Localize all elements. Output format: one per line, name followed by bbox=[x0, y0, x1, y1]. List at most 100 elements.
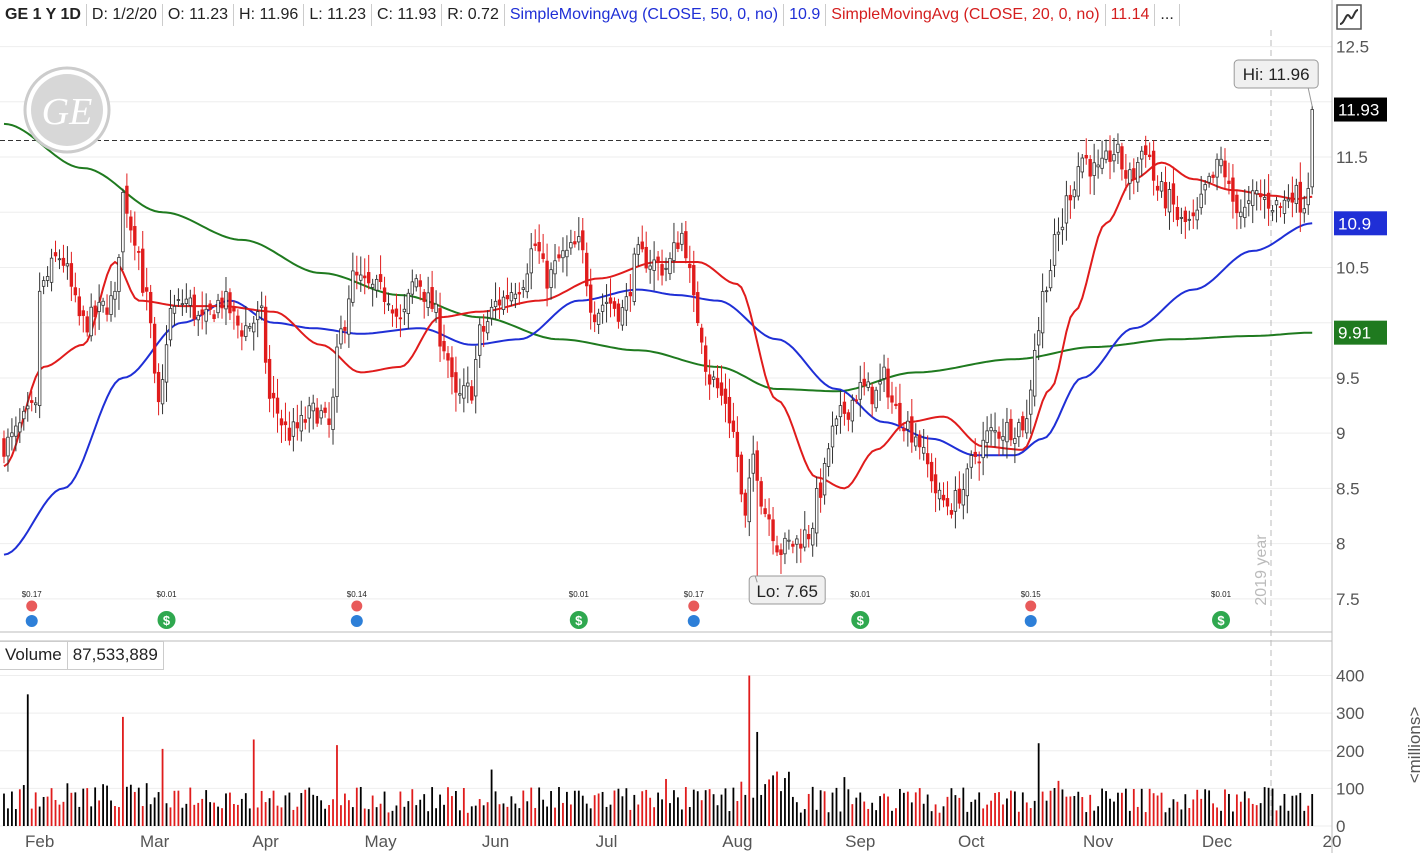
volume-bar bbox=[609, 804, 612, 826]
volume-bar bbox=[355, 787, 358, 826]
chart-header: GE 1 Y 1D D: 1/2/20 O: 11.23 H: 11.96 L:… bbox=[0, 0, 1335, 30]
volume-bar bbox=[926, 794, 929, 826]
candle-body bbox=[929, 461, 934, 482]
dividend-icon bbox=[569, 611, 588, 629]
candle-body bbox=[1136, 162, 1140, 183]
candle-body bbox=[1036, 330, 1041, 346]
candle-body bbox=[485, 321, 490, 334]
volume-bar bbox=[486, 802, 489, 826]
candle-body bbox=[263, 306, 268, 363]
candle-body bbox=[501, 296, 506, 310]
volume-bar bbox=[276, 805, 279, 826]
volume-bar bbox=[240, 798, 243, 826]
candle-body bbox=[26, 405, 30, 410]
volume-bar bbox=[1081, 797, 1084, 826]
volume-bar bbox=[879, 796, 881, 826]
candle-body bbox=[303, 419, 307, 423]
candle-body bbox=[188, 297, 192, 306]
candle-body bbox=[65, 263, 70, 267]
volume-bar bbox=[141, 806, 144, 826]
candle-body bbox=[1033, 349, 1037, 397]
volume-bar bbox=[399, 791, 402, 826]
volume-bar bbox=[871, 802, 874, 826]
candle-body bbox=[240, 330, 244, 337]
price-tag bbox=[1334, 97, 1387, 122]
volume-bar bbox=[74, 792, 77, 826]
candle-body bbox=[347, 298, 351, 335]
candle-body bbox=[2, 438, 6, 457]
volume-bar bbox=[1160, 792, 1163, 826]
volume-bar bbox=[122, 716, 124, 826]
volume-bar bbox=[875, 810, 878, 826]
volume-bar bbox=[1089, 794, 1092, 826]
volume-bar bbox=[597, 793, 600, 826]
candle-body bbox=[497, 299, 502, 306]
volume-bar bbox=[185, 803, 188, 826]
volume-bar bbox=[569, 804, 572, 826]
volume-bar bbox=[645, 789, 648, 826]
volume-bar bbox=[359, 786, 362, 826]
candle-body bbox=[61, 257, 66, 266]
volume-bar bbox=[1228, 793, 1230, 826]
volume-bar bbox=[724, 788, 727, 826]
candle-body bbox=[1258, 193, 1263, 198]
volume-bar bbox=[625, 788, 628, 826]
volume-bar bbox=[1208, 790, 1211, 826]
candle-body bbox=[454, 372, 458, 393]
volume-bar bbox=[284, 795, 287, 826]
close-label: C: 11.93 bbox=[372, 4, 443, 26]
candle-body bbox=[791, 543, 795, 547]
volume-bar bbox=[153, 797, 156, 826]
chart-style-icon[interactable] bbox=[1336, 4, 1362, 30]
volume-bar bbox=[1097, 806, 1100, 826]
volume-bar bbox=[950, 788, 953, 826]
more-studies-button[interactable]: ... bbox=[1155, 4, 1180, 26]
candle-body bbox=[1239, 211, 1243, 218]
volume-bar bbox=[308, 787, 311, 826]
volume-bar bbox=[1180, 809, 1183, 826]
hi-lo-annotations: Hi: 11.96 Lo: 7.65 bbox=[748, 59, 1319, 605]
sma50-study-label[interactable]: SimpleMovingAvg (CLOSE, 50, 0, no) bbox=[505, 4, 785, 26]
symbol-label[interactable]: GE 1 Y 1D bbox=[0, 4, 87, 26]
candle-body bbox=[545, 260, 549, 289]
candle-body bbox=[410, 281, 414, 295]
month-label: Oct bbox=[958, 832, 985, 851]
volume-bar bbox=[466, 812, 469, 826]
candle-body bbox=[692, 265, 696, 296]
volume-bar bbox=[1002, 804, 1004, 826]
volume-bar bbox=[1053, 788, 1056, 826]
volume-bar bbox=[415, 805, 418, 826]
volume-bar bbox=[137, 787, 140, 826]
candle-body bbox=[208, 303, 212, 310]
candle-body bbox=[1048, 270, 1053, 289]
price-tick-label: 12.5 bbox=[1336, 38, 1369, 57]
candle-body bbox=[1243, 206, 1247, 218]
month-label: Mar bbox=[140, 832, 170, 851]
volume-bar bbox=[474, 805, 477, 826]
candle-body bbox=[101, 300, 105, 306]
volume-bar bbox=[744, 794, 747, 826]
volume-bar bbox=[1212, 803, 1214, 826]
volume-bar bbox=[288, 792, 291, 826]
volume-bar bbox=[292, 809, 295, 826]
low-label: L: 11.23 bbox=[304, 4, 372, 26]
volume-bar bbox=[1239, 801, 1242, 826]
candle-body bbox=[1286, 198, 1291, 202]
event-amount: $0.17 bbox=[684, 590, 705, 599]
candle-body bbox=[22, 410, 26, 420]
volume-bar bbox=[1101, 788, 1103, 826]
sma20-study-label[interactable]: SimpleMovingAvg (CLOSE, 20, 0, no) bbox=[826, 4, 1106, 26]
candle-body bbox=[1144, 145, 1148, 156]
candle-body bbox=[735, 431, 740, 457]
volume-bar bbox=[784, 778, 786, 826]
volume-bar bbox=[1037, 743, 1040, 826]
volume-bar bbox=[680, 809, 683, 826]
volume-bar bbox=[1291, 795, 1294, 826]
candle-body bbox=[533, 243, 537, 246]
price-tick-label: 8 bbox=[1336, 535, 1345, 554]
candle-body bbox=[703, 345, 708, 372]
candle-body bbox=[446, 353, 450, 361]
candle-body bbox=[248, 326, 252, 329]
volume-bar bbox=[1263, 787, 1266, 826]
